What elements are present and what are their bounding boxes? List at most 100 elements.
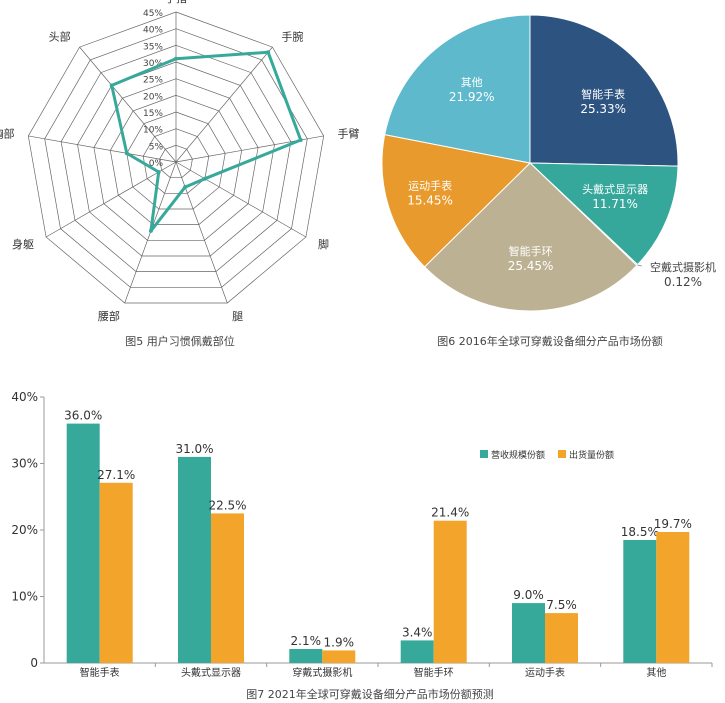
- bar: [66, 423, 100, 663]
- pie-slice: [381, 133, 532, 268]
- bar: [289, 649, 323, 663]
- radar-point: [202, 176, 207, 181]
- radar-grid-ring: [77, 61, 275, 257]
- bar: [545, 613, 578, 663]
- bar-y-tick-label: 40%: [11, 390, 38, 404]
- radar-tick-label: 0%: [149, 159, 164, 169]
- radar-category-label: 脚: [318, 237, 329, 251]
- bar-category-label: 智能手表: [80, 666, 120, 679]
- bar-value-label: 9.0%: [513, 588, 544, 602]
- radar-category-label: 胸部: [0, 127, 15, 141]
- bar-value-label: 1.9%: [324, 635, 355, 649]
- pie-slice-label: 其他: [461, 76, 483, 89]
- radar-caption: 图5 用户习惯佩戴部位: [125, 335, 235, 348]
- radar-point: [156, 170, 161, 174]
- pie-leader-line: [637, 264, 643, 267]
- bar-value-label: 21.4%: [431, 506, 469, 520]
- bar: [322, 650, 356, 663]
- legend-swatch: [558, 450, 566, 458]
- bar-category-label: 穿戴式摄影机: [292, 666, 352, 679]
- radar-tick-label: 30%: [143, 59, 163, 69]
- bar-y-tick-label: 20%: [11, 523, 38, 537]
- bar-value-label: 2.1%: [291, 634, 322, 648]
- radar-tick-label: 40%: [143, 26, 163, 36]
- radar-point: [298, 138, 303, 142]
- pie-slice-value: 21.92%: [449, 90, 495, 104]
- radar-category-label: 头部: [49, 29, 71, 43]
- radar-point: [124, 151, 129, 156]
- pie-slice-label: 运动手表: [408, 178, 452, 192]
- bar-category-label: 智能手环: [414, 666, 454, 679]
- radar-tick-label: 35%: [143, 42, 163, 52]
- bar-value-label: 7.5%: [546, 598, 577, 612]
- radar-category-label: 手臂: [338, 127, 360, 141]
- radar-spoke: [79, 46, 177, 163]
- bar: [656, 532, 690, 663]
- radar-spoke: [175, 46, 273, 163]
- radar-tick-label: 20%: [143, 92, 163, 102]
- radar-category-label: 手腕: [281, 29, 303, 43]
- bar-category-label: 运动手表: [525, 666, 565, 679]
- radar-point: [109, 83, 114, 88]
- radar-tick-label: 15%: [143, 109, 163, 119]
- pie-slice-value: 25.33%: [580, 102, 626, 116]
- radar-point: [266, 50, 271, 55]
- radar-spoke: [175, 161, 228, 304]
- radar-tick-label: 10%: [143, 126, 163, 136]
- bar-value-label: 19.7%: [654, 517, 692, 531]
- bar: [178, 456, 211, 663]
- radar-category-label: 腿: [232, 310, 243, 323]
- pie-slice-label: 空戴式摄影机: [650, 260, 716, 274]
- bar-value-label: 22.5%: [208, 498, 246, 512]
- radar-grid-ring: [159, 144, 193, 179]
- radar-spoke: [45, 161, 177, 238]
- pie-caption: 图6 2016年全球可穿戴设备细分产品市场份额: [437, 335, 663, 348]
- pie-slice-value: 25.45%: [508, 259, 554, 273]
- radar-point: [148, 228, 153, 233]
- radar-tick-label: 45%: [143, 9, 163, 19]
- pie-slice: [528, 162, 679, 266]
- bar-chart: 0 10% 20% 30% 40% 智能手表 36.0% 27.1% 头戴式显示器 31.0% 22…: [11, 390, 713, 679]
- radar-grid-ring: [142, 128, 210, 194]
- bar-value-label: 18.5%: [621, 525, 659, 539]
- radar-category-label: 身躯: [12, 237, 34, 251]
- pie-slice-label: 智能手表: [581, 87, 625, 101]
- bar: [99, 482, 133, 663]
- bar-category-label: 头戴式显示器: [181, 666, 241, 679]
- radar-spoke: [175, 161, 307, 238]
- bar: [211, 513, 244, 663]
- radar-category-label: 手指: [165, 0, 187, 5]
- bar-y-tick-label: 10%: [11, 590, 38, 604]
- bar-value-label: 3.4%: [402, 625, 433, 639]
- radar-point: [183, 185, 188, 190]
- pie-slice: [529, 14, 679, 167]
- pie-slice-label: 头戴式显示器: [582, 182, 648, 196]
- bar: [623, 540, 657, 663]
- radar-tick-label: 25%: [143, 76, 163, 86]
- radar-grid-ring: [60, 44, 292, 272]
- bar-value-label: 36.0%: [64, 409, 102, 423]
- bar-category-label: 其他: [646, 666, 666, 679]
- bar-value-label: 31.0%: [175, 442, 213, 456]
- legend-label: 出货量份额: [569, 449, 614, 461]
- radar-grid-ring: [93, 78, 259, 241]
- pie-slice: [423, 162, 638, 312]
- radar-series-line: [110, 50, 303, 233]
- radar-chart: 0% 5% 10% 15% 20% 25% 30% 35% 40% 45%手指手腕手臂脚腿 腰部 身躯…: [0, 0, 360, 323]
- radar-tick-label: 5%: [149, 142, 164, 152]
- bar-y-tick-label: 0: [30, 656, 38, 670]
- pie-slice: [384, 14, 531, 164]
- radar-spoke: [28, 135, 177, 163]
- bar: [433, 520, 467, 663]
- bar: [400, 640, 434, 663]
- pie-slice-value: 15.45%: [407, 193, 453, 207]
- bar: [512, 603, 545, 663]
- radar-grid-ring: [27, 11, 325, 304]
- pie-slice-value: 0.12%: [664, 275, 702, 289]
- radar-category-label: 腰部: [98, 309, 120, 323]
- radar-grid-ring: [126, 111, 226, 210]
- bar-caption: 图7 2021年全球可穿戴设备细分产品市场份额预测: [246, 688, 494, 701]
- legend-label: 营收规模份额: [491, 449, 545, 461]
- legend-swatch: [480, 450, 488, 458]
